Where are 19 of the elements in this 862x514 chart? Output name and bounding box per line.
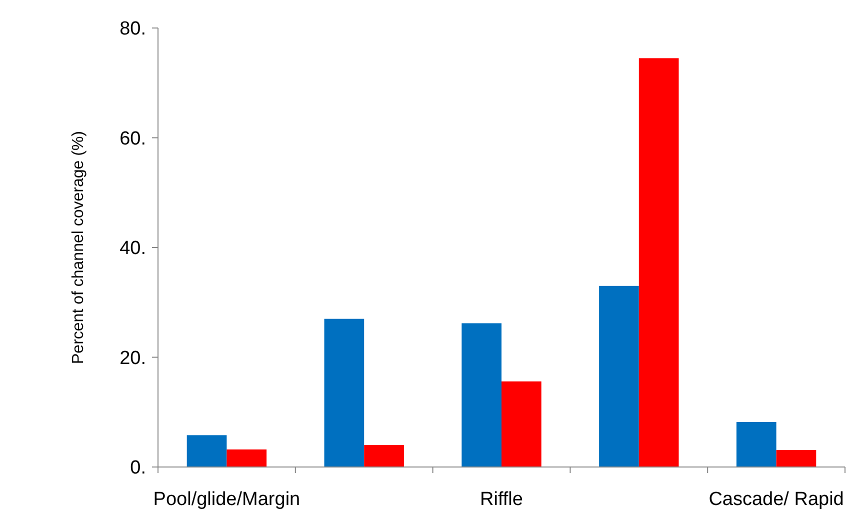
x-tick-label: Pool/glide/Margin [153, 489, 300, 510]
y-tick-label: 60. [120, 128, 146, 150]
bar [599, 286, 639, 467]
y-tick-label: 20. [120, 348, 146, 369]
bar [736, 422, 776, 467]
bar [186, 435, 227, 467]
y-axis-title: Percent of channel coverage (%) [70, 130, 87, 364]
bar [638, 58, 679, 467]
bar [776, 450, 816, 467]
y-tick-label: 0. [130, 458, 146, 479]
y-tick-label: 80. [120, 18, 146, 40]
bar [462, 323, 502, 467]
bar [364, 445, 404, 467]
bar [502, 381, 542, 467]
y-tick-label: 40. [120, 238, 146, 260]
bar [226, 449, 267, 467]
bar [324, 318, 364, 467]
x-tick-label: Riffle [480, 489, 523, 510]
x-tick-label: Cascade/ Rapid [708, 489, 844, 510]
